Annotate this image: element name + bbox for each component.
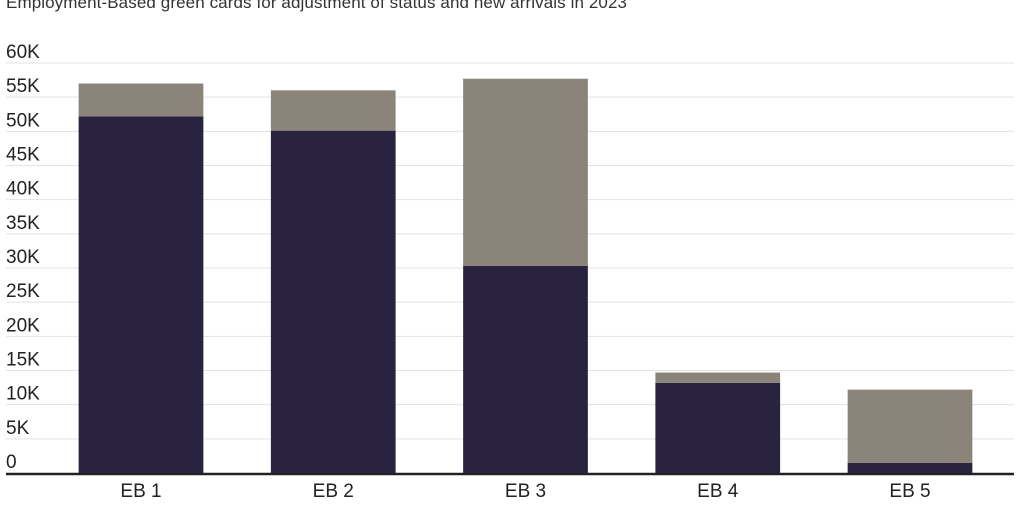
y-axis-tick-labels: 0 5K 10K 15K 20K 25K 30K 35K 40K 45K 50K 55K 60K: [6, 42, 40, 473]
y-tick-label: 60K: [6, 42, 40, 63]
y-tick-label: 15K: [6, 350, 40, 371]
y-tick-label: 10K: [6, 384, 40, 405]
y-tick-label: 5K: [6, 418, 30, 439]
bar-segment: [847, 462, 973, 473]
bars: [78, 78, 973, 474]
y-tick-label: 30K: [6, 247, 40, 268]
y-tick-label: 20K: [6, 315, 40, 336]
y-tick-label: 50K: [6, 110, 40, 131]
bar-segment: [270, 90, 396, 131]
x-tick-label: EB 1: [120, 481, 161, 502]
chart-title: Employment-Based green cards for adjustm…: [6, 0, 628, 12]
y-tick-label: 40K: [6, 179, 40, 200]
x-tick-label: EB 3: [505, 481, 546, 502]
bar-segment: [463, 78, 588, 266]
x-axis-tick-labels: EB 1 EB 2 EB 3 EB 4 EB 5: [120, 481, 930, 502]
x-tick-label: EB 4: [697, 481, 739, 502]
y-tick-label: 45K: [6, 145, 40, 166]
bar-segment: [463, 265, 588, 473]
bar-segment: [655, 382, 781, 473]
bar-segment: [78, 83, 204, 117]
bar-segment: [78, 116, 204, 474]
y-tick-label: 0: [6, 452, 17, 473]
bar-segment: [270, 130, 396, 473]
x-tick-label: EB 2: [313, 481, 354, 502]
x-tick-label: EB 5: [889, 481, 930, 502]
bar-segment: [655, 372, 781, 383]
bar-segment: [847, 389, 973, 463]
y-tick-label: 25K: [6, 281, 40, 302]
y-tick-label: 35K: [6, 213, 40, 234]
y-tick-label: 55K: [6, 76, 40, 97]
